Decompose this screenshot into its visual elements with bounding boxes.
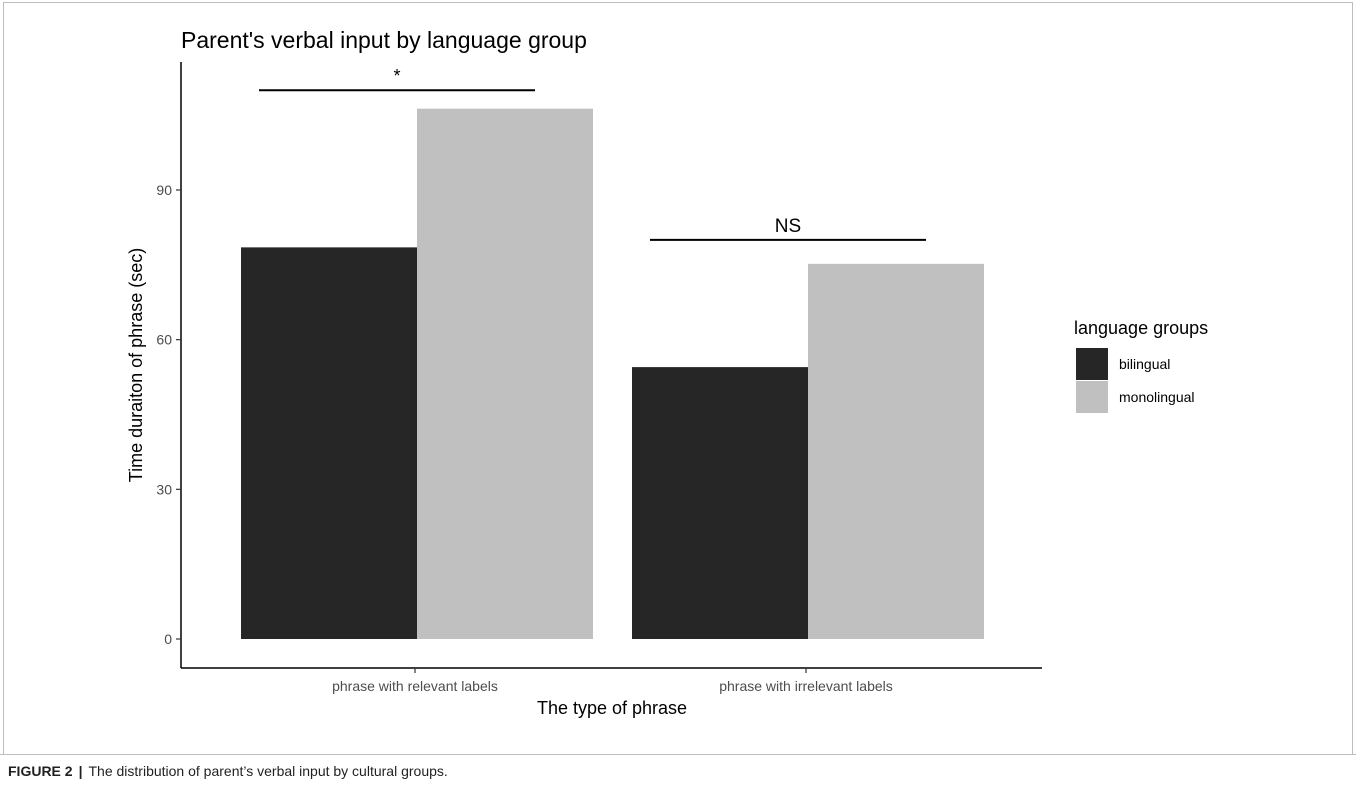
chart-frame [3,2,1353,754]
significance-label-1: NS [775,216,801,237]
caption-line: FIGURE 2 | The distribution of parent’s ve… [8,763,448,779]
figure-caption: FIGURE 2 | The distribution of parent’s ve… [0,754,1356,785]
significance-label-0: * [393,66,400,86]
caption-label: FIGURE 2 [8,763,73,779]
legend-key-monolingual [1076,381,1108,413]
legend-label-bilingual: bilingual [1119,356,1170,372]
bar-monolingual-1 [808,263,984,639]
y-tick-label-2: 60 [156,332,172,348]
x-tick-label-0: phrase with relevant labels [332,678,498,694]
bar-chart: Parent's verbal input by language group *… [126,27,1208,718]
y-tick-label-3: 90 [156,182,172,198]
caption-separator: | [78,763,83,779]
y-tick-label-0: 0 [164,631,172,647]
y-tick-label-1: 30 [156,481,172,497]
x-tick-label-1: phrase with irrelevant labels [719,678,893,694]
legend-label-monolingual: monolingual [1119,389,1195,405]
x-axis-label: The type of phrase [537,698,687,718]
legend-title: language groups [1074,318,1208,338]
bar-bilingual-0 [241,247,417,639]
y-axis-label: Time duraiton of phrase (sec) [126,248,146,482]
bar-monolingual-0 [417,108,593,640]
legend-key-bilingual [1076,348,1108,380]
chart-title: Parent's verbal input by language group [181,27,587,53]
bar-bilingual-1 [632,367,808,639]
caption-text: The distribution of parent’s verbal inpu… [88,763,448,779]
